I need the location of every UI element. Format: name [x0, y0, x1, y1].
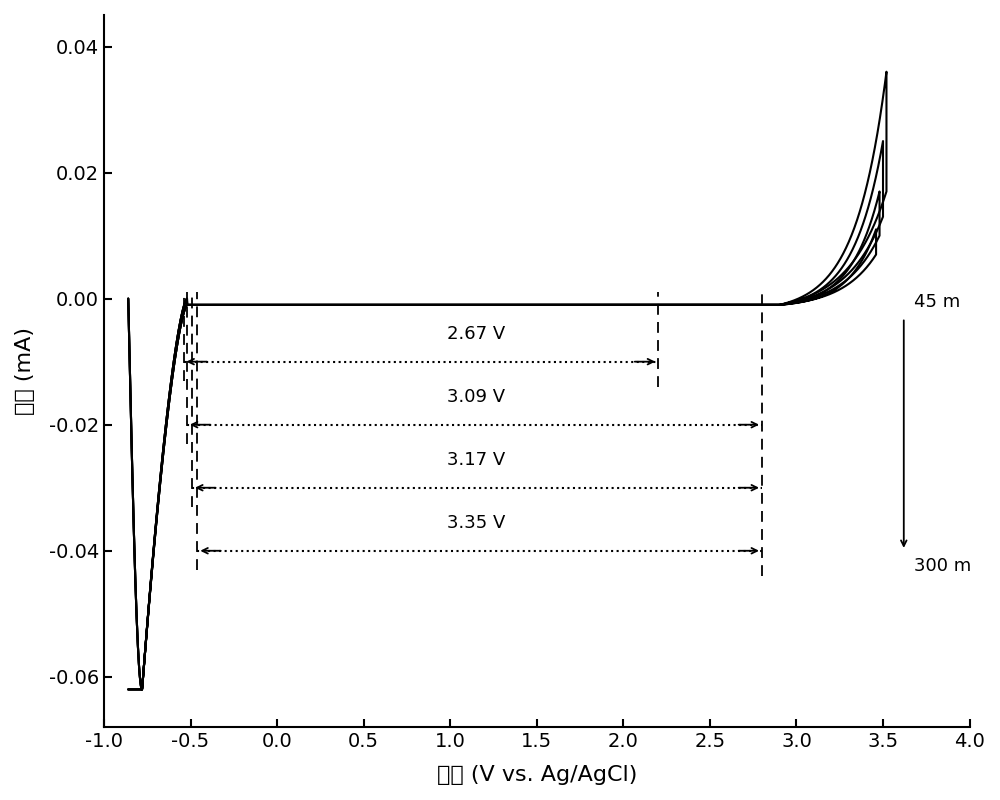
Text: 3.17 V: 3.17 V [447, 451, 505, 469]
Text: 3.35 V: 3.35 V [447, 514, 505, 532]
X-axis label: 电位 (V vs. Ag/AgCl): 电位 (V vs. Ag/AgCl) [437, 765, 637, 785]
Text: 3.09 V: 3.09 V [447, 388, 505, 406]
Text: 45 m: 45 m [914, 294, 960, 311]
Text: 300 m: 300 m [914, 557, 971, 575]
Text: 2.67 V: 2.67 V [447, 325, 505, 342]
Y-axis label: 电流 (mA): 电流 (mA) [15, 327, 35, 415]
